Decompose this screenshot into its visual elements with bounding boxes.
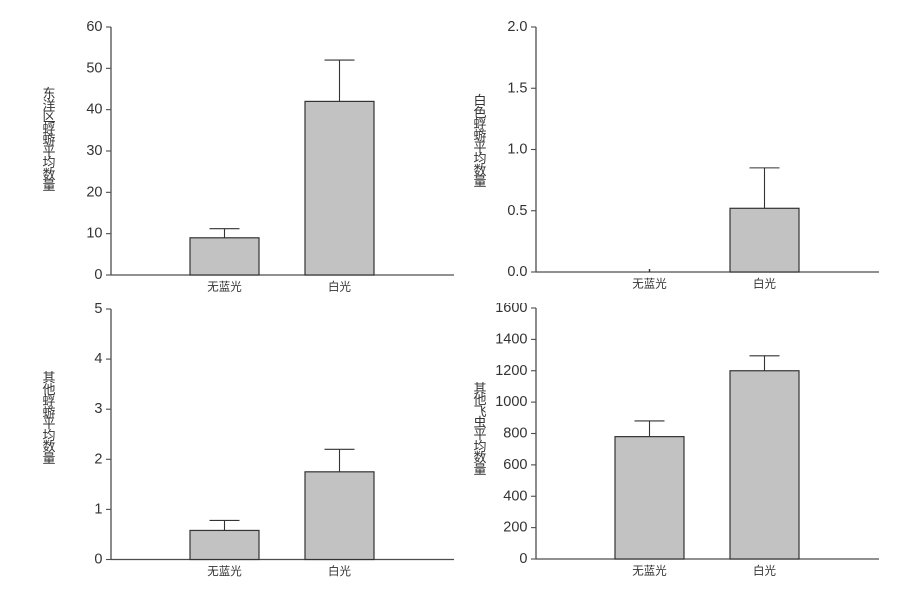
- svg-text:1000: 1000: [495, 394, 527, 410]
- svg-text:0.5: 0.5: [507, 203, 527, 219]
- svg-text:3: 3: [94, 401, 102, 417]
- svg-text:0: 0: [94, 267, 102, 283]
- svg-text:1.5: 1.5: [507, 80, 527, 96]
- svg-text:2: 2: [94, 451, 102, 467]
- svg-text:600: 600: [503, 457, 527, 473]
- svg-text:无蓝光: 无蓝光: [207, 280, 242, 294]
- svg-text:60: 60: [86, 19, 102, 35]
- svg-text:30: 30: [86, 143, 102, 159]
- svg-text:400: 400: [503, 488, 527, 504]
- svg-text:20: 20: [86, 184, 102, 200]
- svg-text:1400: 1400: [495, 331, 527, 347]
- svg-text:5: 5: [94, 303, 102, 317]
- svg-text:白光: 白光: [753, 277, 776, 291]
- svg-text:白光: 白光: [328, 564, 351, 578]
- svg-text:白光: 白光: [328, 280, 351, 294]
- svg-text:800: 800: [503, 426, 527, 442]
- svg-text:2.0: 2.0: [507, 19, 527, 35]
- svg-text:1600: 1600: [495, 303, 527, 316]
- svg-text:无蓝光: 无蓝光: [632, 277, 667, 291]
- svg-text:1.0: 1.0: [507, 142, 527, 158]
- svg-text:1200: 1200: [495, 363, 527, 379]
- svg-text:0.0: 0.0: [507, 264, 527, 280]
- svg-text:50: 50: [86, 60, 102, 76]
- svg-text:200: 200: [503, 520, 527, 536]
- svg-text:0: 0: [94, 552, 102, 568]
- svg-text:40: 40: [86, 102, 102, 118]
- svg-text:4: 4: [94, 351, 102, 367]
- svg-text:10: 10: [86, 226, 102, 242]
- svg-text:白光: 白光: [753, 564, 776, 578]
- svg-text:1: 1: [94, 501, 102, 517]
- svg-text:0: 0: [519, 551, 527, 567]
- svg-text:无蓝光: 无蓝光: [632, 564, 667, 578]
- svg-text:无蓝光: 无蓝光: [207, 564, 242, 578]
